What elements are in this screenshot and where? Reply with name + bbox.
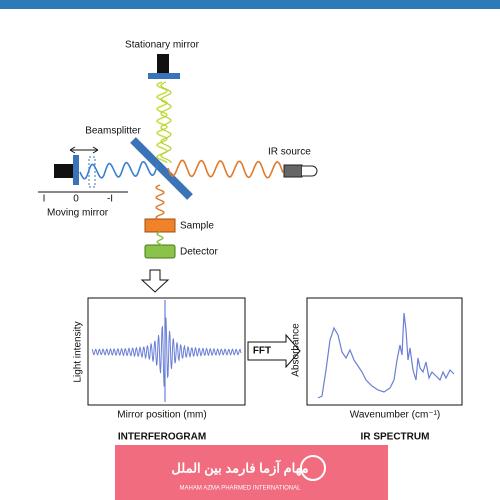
moving-mirror-block — [54, 164, 73, 178]
logo-subtitle: MAHAM AZMA PHARMED INTERNATIONAL — [180, 486, 302, 492]
detector — [144, 244, 176, 259]
spectrum-curve — [317, 312, 455, 399]
ir-source-label: IR source — [268, 147, 311, 158]
beam-wave — [156, 231, 164, 246]
moving-mirror-label: Moving mirror — [47, 208, 109, 219]
beamsplitter-label: Beamsplitter — [85, 126, 141, 137]
top-bar — [0, 0, 500, 9]
panel-title: IR SPECTRUM — [361, 432, 430, 443]
logo-box — [115, 445, 388, 500]
beam-wave — [155, 184, 165, 220]
detector-label: Detector — [180, 247, 218, 258]
stationary-mirror — [148, 73, 180, 79]
logo-name: مهام آزما فارمد بين الملل — [171, 459, 308, 476]
y-label: Light intensity — [73, 321, 84, 382]
beam-wave — [79, 160, 159, 180]
x-label: Mirror position (mm) — [117, 410, 206, 421]
beam-wave — [160, 81, 172, 163]
x-label: Wavenumber (cm⁻¹) — [350, 410, 440, 421]
sample-label: Sample — [180, 221, 214, 232]
beam-wave — [167, 159, 284, 179]
sample — [144, 218, 176, 233]
scale-label: I — [43, 194, 46, 205]
stationary-mirror-label: Stationary mirror — [125, 40, 200, 51]
scale-label: 0 — [73, 194, 79, 205]
interferogram-curve — [91, 316, 242, 388]
fft-label: FFT — [253, 346, 271, 357]
ir-lamp — [302, 165, 318, 177]
scale-label: -I — [107, 194, 113, 205]
ir-source — [283, 164, 303, 178]
mirror-block — [157, 54, 169, 73]
panel-title: INTERFEROGRAM — [118, 432, 206, 443]
beam-wave — [156, 81, 168, 164]
logo-icon — [300, 455, 326, 481]
moving-mirror — [73, 155, 79, 185]
down-arrow — [140, 269, 170, 293]
y-label: Absorbance — [291, 323, 302, 377]
mirror-dashed — [88, 156, 96, 188]
beamsplitter — [130, 137, 193, 200]
spectrum-box — [306, 297, 463, 406]
fft-arrow — [247, 333, 301, 369]
motion-arrow — [69, 146, 99, 154]
